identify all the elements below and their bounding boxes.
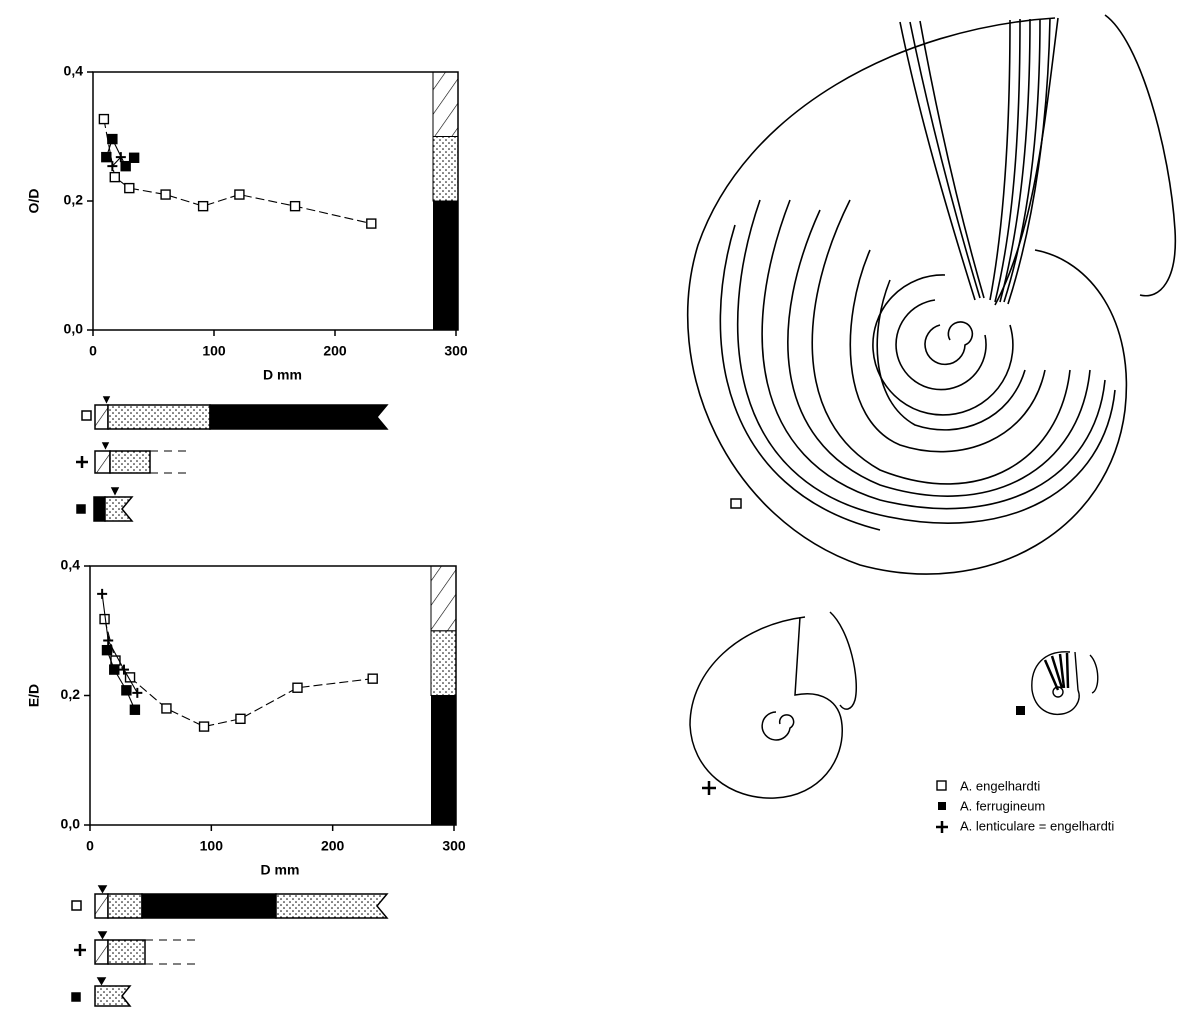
marker: [198, 721, 210, 732]
legend-marker: [938, 802, 946, 810]
marker: [101, 151, 112, 163]
y-tick-label: 0,4: [61, 557, 81, 573]
marker: [115, 152, 126, 163]
marker: [161, 703, 172, 714]
marker: [109, 664, 120, 675]
legend-label: A. lenticulare = engelhardti: [960, 818, 1114, 833]
legend-marker: [936, 780, 947, 791]
marker: [367, 673, 378, 684]
marker: [132, 687, 143, 698]
shell-small: [689, 611, 857, 799]
stage-column: [431, 695, 456, 825]
stage-column: [433, 201, 458, 330]
y-tick-label: 0,2: [61, 686, 81, 702]
shell-large: [686, 14, 1177, 575]
series-line: [103, 118, 372, 225]
marker: [121, 685, 132, 696]
plot-frame: [92, 71, 459, 331]
stage-column: [432, 71, 459, 137]
x-tick-label: 300: [444, 343, 468, 359]
x-tick-label: 0: [89, 343, 97, 359]
marker: [292, 682, 303, 693]
marker: [128, 152, 140, 163]
stage-column: [430, 630, 457, 696]
shell-marker: [702, 781, 716, 795]
legend: A. engelhardti A. ferrugineum A. lenticu…: [936, 778, 1114, 833]
marker: [107, 161, 118, 172]
series-line: [104, 618, 373, 728]
stage-column: [432, 136, 459, 202]
y-tick-label: 0,0: [61, 816, 81, 832]
y-axis-title: O/D: [26, 189, 42, 214]
stage-bars-1: [76, 396, 389, 522]
marker: [101, 644, 113, 656]
marker: [235, 713, 246, 725]
x-tick-label: 200: [323, 343, 347, 359]
marker: [197, 200, 209, 212]
legend-label: A. engelhardti: [960, 778, 1040, 793]
x-axis-title: D mm: [261, 862, 300, 878]
marker: [124, 672, 136, 683]
x-tick-label: 300: [442, 838, 466, 854]
y-tick-label: 0,0: [64, 321, 84, 337]
marker: [124, 182, 135, 194]
y-tick-label: 0,2: [64, 192, 84, 208]
marker: [289, 200, 301, 212]
marker: [120, 160, 131, 172]
marker: [107, 133, 118, 145]
x-tick-label: 0: [86, 838, 94, 854]
series-line: [111, 156, 122, 167]
marker: [118, 664, 129, 675]
marker: [98, 113, 110, 125]
shell-marker: [1016, 706, 1025, 715]
marker: [234, 189, 245, 200]
marker: [109, 171, 120, 183]
x-tick-label: 100: [200, 838, 224, 854]
x-axis-title: D mm: [263, 367, 302, 383]
y-tick-label: 0,4: [64, 63, 84, 79]
x-tick-label: 100: [202, 343, 226, 359]
x-tick-label: 200: [321, 838, 345, 854]
legend-label: A. ferrugineum: [960, 798, 1045, 813]
marker: [103, 635, 114, 646]
marker: [129, 704, 141, 715]
marker: [160, 189, 171, 200]
marker: [97, 588, 108, 599]
stage-column: [430, 565, 457, 632]
shell-marker: [730, 498, 742, 509]
series-line: [101, 593, 138, 694]
stage-bars-2: [71, 885, 389, 1007]
legend-marker: [936, 821, 948, 833]
shell-tiny: [1031, 651, 1099, 716]
marker: [366, 218, 377, 229]
series-line: [106, 649, 136, 710]
plot-frame: [89, 565, 457, 826]
y-axis-title: E/D: [26, 684, 42, 707]
